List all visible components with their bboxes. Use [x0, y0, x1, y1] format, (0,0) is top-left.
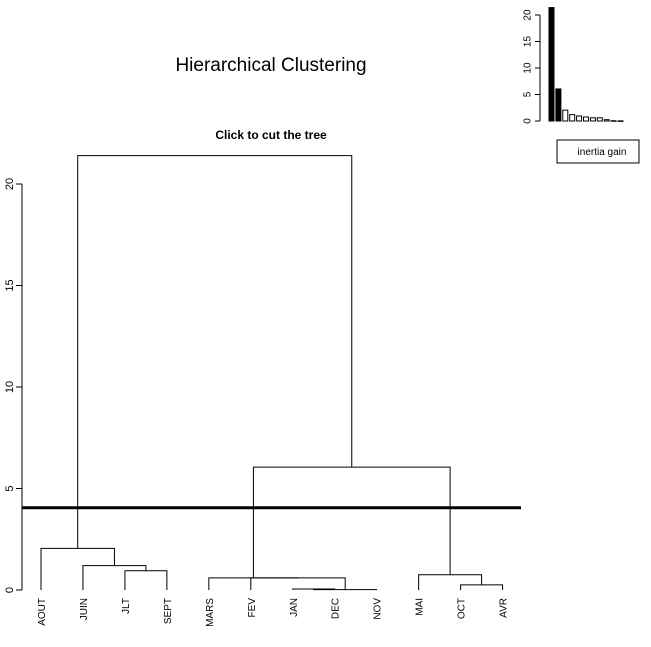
leaf-label: JUIN [79, 598, 90, 620]
dendrogram-link [40, 547, 115, 590]
dendrogram-link [418, 574, 483, 590]
leaf-label: DEC [331, 598, 342, 619]
leaf-label: AOUT [37, 598, 48, 626]
leaf-label: JLT [121, 598, 132, 614]
inset-y-tick-label: 5 [523, 91, 534, 97]
dendrogram-leaf-labels: AOUT JUIN JLT SEPT MARS FEV JAN DEC NOV MAI OCT AVR [37, 598, 510, 627]
inertia-bar [596, 117, 603, 122]
inset-y-tick-label: 15 [523, 36, 534, 48]
inertia-bar [548, 7, 555, 122]
legend: inertia gain [556, 139, 640, 164]
y-tick-label: 0 [4, 587, 16, 593]
leaf-label: JAN [289, 598, 300, 617]
leaf-label: NOV [373, 598, 384, 620]
inertia-bar [610, 120, 617, 122]
inertia-bar [576, 115, 583, 122]
dendrogram-tree [40, 155, 504, 591]
inertia-bar [583, 116, 589, 122]
legend-box [556, 139, 640, 164]
dendrogram-link [250, 577, 346, 590]
dendrogram-link [77, 155, 353, 549]
y-tick-label: 20 [4, 178, 16, 190]
leaf-label: MAI [415, 598, 426, 616]
y-tick-label: 10 [4, 381, 16, 393]
inertia-bars [548, 7, 624, 122]
dendrogram-link [82, 565, 147, 590]
inset-y-tick-label: 10 [523, 62, 534, 74]
dendrogram-y-axis: 0 5 10 15 20 [4, 178, 23, 593]
inset-y-tick-label: 0 [523, 118, 534, 124]
chart-subtitle: Click to cut the tree [215, 128, 327, 142]
dendrogram-link [460, 584, 504, 590]
leaf-label: FEV [247, 598, 258, 618]
leaf-label: SEPT [163, 598, 174, 624]
inertia-bar [555, 88, 562, 122]
inset-y-tick-label: 20 [523, 9, 534, 21]
dendrogram-link [124, 570, 168, 590]
inertia-bar [562, 109, 569, 122]
inertia-bar [589, 117, 596, 122]
dendrogram-link [208, 577, 299, 590]
inertia-bar [603, 119, 610, 122]
inertia-bar [617, 120, 624, 122]
chart-title: Hierarchical Clustering [175, 55, 366, 76]
inertia-bar [569, 114, 576, 122]
leaf-label: AVR [499, 598, 510, 618]
y-tick-label: 15 [4, 279, 16, 291]
y-tick-label: 5 [4, 485, 16, 491]
leaf-label: OCT [457, 598, 468, 619]
legend-label: inertia gain [578, 147, 627, 158]
leaf-label: MARS [205, 598, 216, 627]
dendrogram-link [252, 466, 451, 578]
inertia-y-axis: 0 5 10 15 20 [523, 9, 541, 124]
